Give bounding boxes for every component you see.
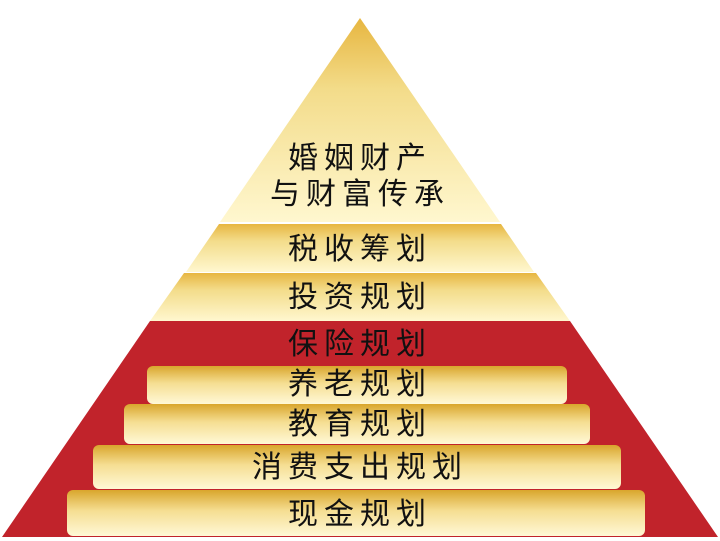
apex-label-line-1: 婚姻财产 [288,141,432,176]
bar-cash-planning [67,490,645,536]
tier-tax-planning [186,224,534,272]
insurance-planning-label: 保险规划 [288,327,432,362]
bar-retirement-planning [147,366,567,404]
bar-education-planning [124,404,590,444]
tier-investment-planning [150,273,570,321]
apex-label-line-2: 与财富传承 [270,177,450,212]
cash-planning-label: 现金规划 [288,497,432,532]
bar-consumption-planning [93,445,621,489]
retirement-planning-label: 养老规划 [288,367,432,402]
investment-planning-label: 投资规划 [288,280,432,315]
tax-planning-label: 税收筹划 [288,232,432,267]
consumption-planning-label: 消费支出规划 [252,450,468,485]
apex-tier [220,18,500,222]
education-planning-label: 教育规划 [288,407,432,442]
